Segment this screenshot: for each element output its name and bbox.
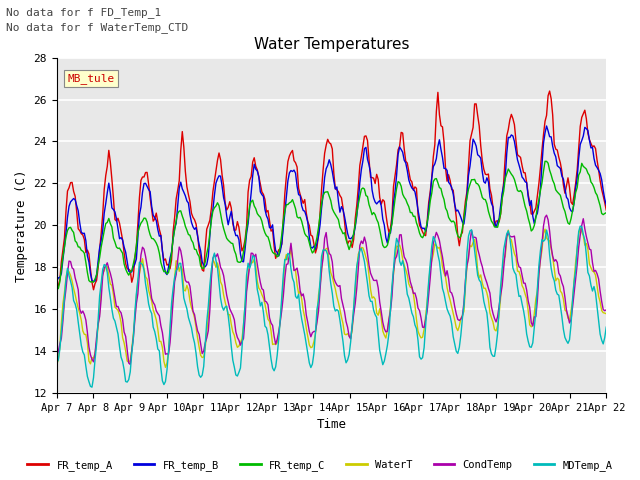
- Line: FR_temp_B: FR_temp_B: [57, 126, 606, 281]
- CondTemp: [602, 307, 610, 313]
- WaterT: [577, 226, 584, 231]
- Text: No data for f FD_Temp_1: No data for f FD_Temp_1: [6, 7, 162, 18]
- Legend: FR_temp_A, FR_temp_B, FR_temp_C, WaterT, CondTemp, MDTemp_A: FR_temp_A, FR_temp_B, FR_temp_C, WaterT,…: [23, 456, 617, 475]
- FR_temp_B: [246, 205, 253, 211]
- FR_temp_A: [546, 88, 554, 94]
- FR_temp_A: [90, 287, 97, 293]
- FR_temp_B: [53, 278, 61, 284]
- MDTemp_A: [602, 324, 610, 330]
- WaterT: [218, 282, 226, 288]
- WaterT: [295, 291, 303, 297]
- FR_temp_B: [543, 123, 550, 129]
- FR_temp_A: [53, 281, 61, 287]
- WaterT: [602, 311, 610, 317]
- CondTemp: [295, 274, 303, 279]
- FR_temp_A: [602, 207, 610, 213]
- MDTemp_A: [88, 384, 96, 390]
- CondTemp: [218, 267, 226, 273]
- FR_temp_C: [602, 210, 610, 216]
- FR_temp_A: [295, 185, 303, 191]
- FR_temp_B: [218, 183, 226, 189]
- FR_temp_B: [122, 249, 129, 255]
- CondTemp: [575, 244, 582, 250]
- FR_temp_B: [90, 278, 97, 284]
- X-axis label: Time: Time: [317, 419, 346, 432]
- CondTemp: [120, 329, 128, 335]
- WaterT: [162, 364, 170, 370]
- MDTemp_A: [246, 265, 253, 271]
- MDTemp_A: [122, 379, 129, 384]
- FR_temp_C: [53, 286, 61, 292]
- MDTemp_A: [237, 365, 244, 371]
- FR_temp_B: [237, 251, 244, 257]
- MDTemp_A: [295, 291, 303, 297]
- WaterT: [246, 263, 253, 268]
- FR_temp_C: [244, 216, 252, 222]
- FR_temp_C: [120, 261, 128, 267]
- Text: MB_tule: MB_tule: [68, 73, 115, 84]
- FR_temp_B: [575, 156, 582, 161]
- FR_temp_C: [293, 214, 301, 220]
- Line: MDTemp_A: MDTemp_A: [57, 226, 606, 387]
- Title: Water Temperatures: Water Temperatures: [254, 37, 409, 52]
- Line: FR_temp_C: FR_temp_C: [57, 161, 606, 289]
- Line: FR_temp_A: FR_temp_A: [57, 91, 606, 290]
- MDTemp_A: [577, 223, 584, 229]
- CondTemp: [543, 212, 550, 218]
- WaterT: [53, 362, 61, 368]
- FR_temp_C: [217, 211, 225, 216]
- Line: WaterT: WaterT: [57, 228, 606, 367]
- FR_temp_A: [218, 172, 226, 178]
- Line: CondTemp: CondTemp: [57, 215, 606, 364]
- MDTemp_A: [218, 304, 226, 310]
- Y-axis label: Temperature (C): Temperature (C): [15, 169, 28, 282]
- MDTemp_A: [573, 245, 581, 251]
- FR_temp_B: [602, 202, 610, 208]
- CondTemp: [246, 263, 253, 269]
- CondTemp: [53, 353, 61, 359]
- FR_temp_C: [235, 259, 243, 265]
- WaterT: [120, 340, 128, 346]
- CondTemp: [237, 342, 244, 348]
- CondTemp: [127, 361, 134, 367]
- FR_temp_A: [237, 236, 244, 242]
- MDTemp_A: [53, 360, 61, 365]
- FR_temp_A: [122, 261, 129, 266]
- WaterT: [237, 339, 244, 345]
- FR_temp_C: [573, 185, 581, 191]
- WaterT: [573, 246, 581, 252]
- Text: No data for f WaterTemp_CTD: No data for f WaterTemp_CTD: [6, 22, 189, 33]
- FR_temp_C: [541, 158, 549, 164]
- FR_temp_A: [246, 177, 253, 183]
- FR_temp_B: [295, 192, 303, 198]
- FR_temp_A: [575, 144, 582, 150]
